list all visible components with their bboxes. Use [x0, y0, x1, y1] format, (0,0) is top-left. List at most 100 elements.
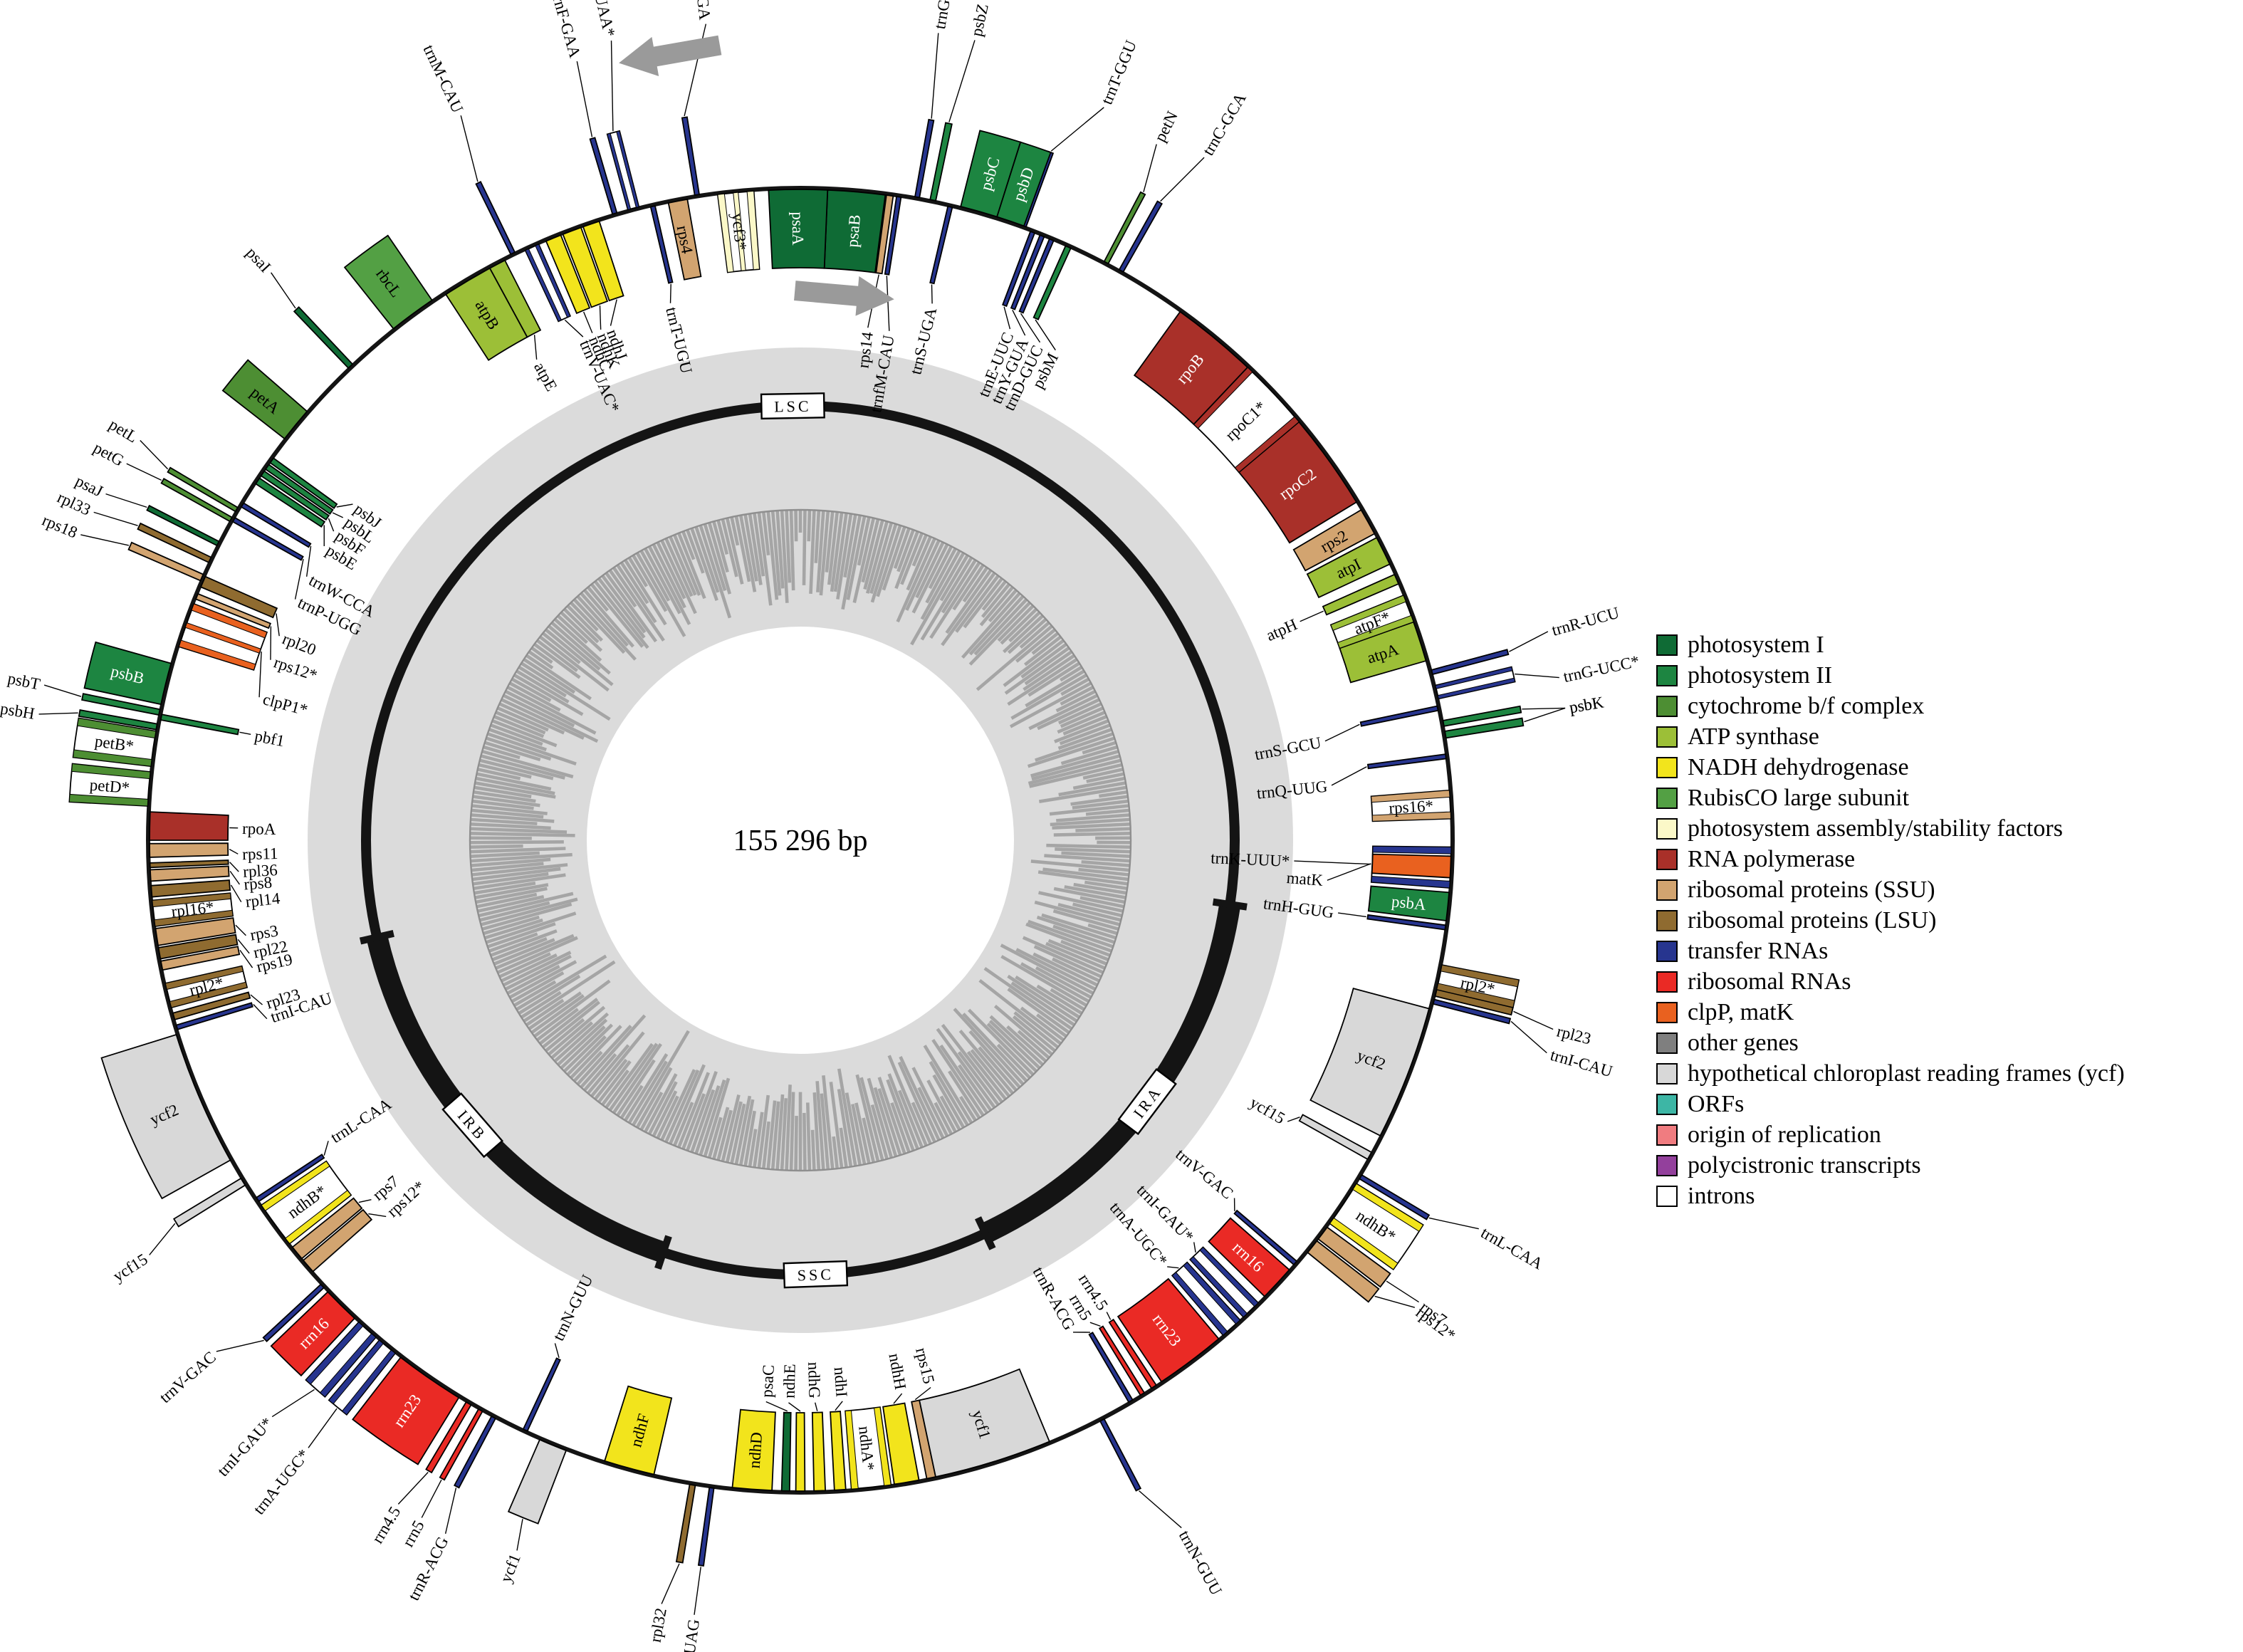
- gene-rpoB: [1133, 310, 1249, 426]
- svg-text:SSC: SSC: [797, 1265, 834, 1285]
- legend-label: ribosomal RNAs: [1688, 968, 1851, 995]
- gene-label-atpH: atpH: [1263, 615, 1300, 644]
- gene-psbB: [83, 641, 172, 706]
- gene-psbA: [1367, 885, 1450, 921]
- legend-swatch-ps1: [1656, 634, 1678, 656]
- gene-label-ndhH: ndhH: [885, 1352, 909, 1391]
- legend-item: ribosomal proteins (LSU): [1656, 905, 2125, 936]
- legend-label: RubisCO large subunit: [1688, 784, 1910, 811]
- gene-label-ycf15: ycf15: [1247, 1093, 1288, 1127]
- gene-trnT-UGU: [649, 204, 674, 284]
- gene-rps14: [875, 194, 894, 275]
- gene-ycf2: [100, 1033, 231, 1200]
- legend-label: RNA polymerase: [1688, 845, 1856, 872]
- gene-label-rpl14: rpl14: [244, 889, 281, 911]
- legend-item: origin of replication: [1656, 1119, 2125, 1150]
- gene-label-ycf1: ycf1: [497, 1552, 524, 1585]
- gene-ycf2: [1309, 987, 1430, 1137]
- gene-label-psbZ: psbZ: [968, 2, 992, 38]
- legend-swatch-rpo: [1656, 848, 1678, 870]
- gene-trnN-GUU: [522, 1357, 561, 1432]
- legend-label: hypothetical chloroplast reading frames …: [1688, 1060, 2125, 1087]
- gene-label-rpoA: rpoA: [242, 820, 276, 838]
- legend-label: introns: [1688, 1182, 1755, 1209]
- legend-swatch-ycf: [1656, 1062, 1678, 1084]
- gene-ndhC: [545, 234, 591, 315]
- gene-label-petL: petL: [106, 415, 141, 446]
- gene-label-trnM-CAU: trnM-CAU: [419, 42, 466, 116]
- gene-trnV-UAC*: [524, 243, 572, 323]
- gene-label-petG: petG: [90, 439, 127, 470]
- gene-ndhI: [830, 1411, 847, 1491]
- gene-rps7: [291, 1197, 363, 1260]
- gene-ndhA*: [845, 1406, 892, 1490]
- gene-ndhF: [604, 1385, 673, 1475]
- gene-label-psbT: psbT: [6, 669, 42, 694]
- gene-label-trnG-GCC: trnG-GCC: [931, 0, 960, 31]
- gene-rpl14: [150, 879, 231, 898]
- gene-psbD: [995, 141, 1052, 227]
- legend-item: cytochrome b/f complex: [1656, 691, 2125, 721]
- gene-rbcL: [343, 234, 433, 330]
- gene-label-trnG-UCC*: trnG-UCC*: [1562, 652, 1641, 686]
- gene-label-trnI-GAU*: trnI-GAU*: [214, 1414, 276, 1480]
- gene-trnfM-CAU: [884, 196, 902, 276]
- legend-label: other genes: [1688, 1029, 1799, 1056]
- gene-ndhE: [795, 1412, 806, 1492]
- gene-rps19: [160, 946, 241, 971]
- gene-label-ndhD: ndhD: [746, 1431, 766, 1469]
- gene-atpH: [1322, 573, 1400, 616]
- gene-atpE: [488, 259, 542, 338]
- gene-label-psaA: psaA: [789, 211, 807, 246]
- gene-label-rrn5: rrn5: [399, 1517, 428, 1550]
- gene-ycf1: [919, 1368, 1050, 1478]
- gene-trnY-GUA: [1010, 234, 1045, 310]
- gene-ndhK: [562, 226, 609, 308]
- gene-label-psaC: psaC: [758, 1364, 778, 1398]
- svg-text:LSC: LSC: [774, 397, 812, 416]
- gene-psbK: [1444, 717, 1525, 739]
- gene-trnQ-UUG: [1366, 753, 1447, 770]
- gene-atpB: [444, 267, 528, 361]
- gene-label-psbA: psbA: [1391, 892, 1427, 914]
- gene-trnP-UGG: [231, 516, 304, 561]
- gene-rpoA: [149, 811, 229, 841]
- gene-psbC: [960, 130, 1022, 218]
- transcription-arrow-ccw: [619, 35, 722, 77]
- gene-label-trnL-CAA: trnL-CAA: [1478, 1223, 1547, 1273]
- gene-label-trnK-UUU*: trnK-UUU*: [1211, 849, 1290, 870]
- legend-swatch-clp: [1656, 1001, 1678, 1023]
- gene-psaA: [768, 189, 829, 269]
- legend-item: ORFs: [1656, 1089, 2125, 1119]
- gene-label-petN: petN: [1151, 108, 1181, 145]
- gene-trnI-CAU: [175, 1002, 253, 1030]
- gene-label-ycf3*: ycf3*: [728, 212, 750, 251]
- gene-label-rpl20: rpl20: [280, 629, 318, 659]
- gene-trnA-UGC*: [328, 1339, 397, 1416]
- gene-trnR-UCU: [1431, 649, 1510, 676]
- gene-psbL: [264, 464, 334, 515]
- gene-rrn16: [1208, 1217, 1290, 1297]
- gene-ndhH: [882, 1402, 920, 1485]
- legend-item: RNA polymerase: [1656, 844, 2125, 874]
- gene-rrn5: [439, 1408, 483, 1481]
- gene-label-petD*: petD*: [89, 776, 130, 797]
- gene-atpI: [1306, 536, 1391, 599]
- legend-item: ribosomal RNAs: [1656, 966, 2125, 997]
- gene-rps12*: [302, 1208, 373, 1272]
- legend-swatch-rrn: [1656, 971, 1678, 993]
- gene-ycf3*: [716, 190, 760, 273]
- legend-label: origin of replication: [1688, 1121, 1881, 1148]
- gene-label-rps16*: rps16*: [1389, 797, 1434, 817]
- legend-label: NADH dehydrogenase: [1688, 753, 1909, 780]
- gene-matK: [1371, 853, 1452, 879]
- legend-item: RubisCO large subunit: [1656, 783, 2125, 813]
- legend-label: ribosomal proteins (LSU): [1688, 906, 1937, 934]
- gene-ndhG: [811, 1411, 827, 1492]
- legend-swatch-ps2: [1656, 664, 1678, 686]
- legend-item: ATP synthase: [1656, 721, 2125, 752]
- gene-label-trnC-GCA: trnC-GCA: [1199, 90, 1250, 159]
- gene-rps8: [150, 865, 230, 882]
- backbone-circle: [146, 186, 1455, 1495]
